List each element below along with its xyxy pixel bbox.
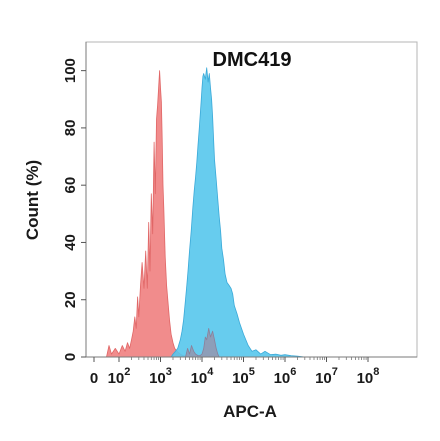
x-tick-label: 105 <box>232 366 255 387</box>
histogram-series-layer <box>106 67 306 358</box>
y-tick-layer: 0 20 40 60 80 100 <box>62 58 86 361</box>
x-tick-label: 108 <box>357 366 380 387</box>
plot-area <box>85 41 418 358</box>
x-tick-label: 0 <box>90 370 98 387</box>
histogram-series-2 <box>170 67 306 358</box>
y-axis-label: Count (%) <box>23 160 42 240</box>
y-tick-label: 40 <box>62 234 79 251</box>
x-tick-label: 107 <box>315 366 338 387</box>
histogram-series-1 <box>106 70 190 358</box>
x-tick-label: 104 <box>191 366 215 387</box>
y-tick-label: 0 <box>62 353 79 361</box>
x-axis-label: APC-A <box>223 402 277 421</box>
y-tick-label: 100 <box>62 58 79 83</box>
histogram-series-3 <box>185 328 220 358</box>
y-tick-label: 20 <box>62 291 79 308</box>
y-tick-label: 60 <box>62 177 79 194</box>
x-tick-layer: 0 102 103 104 105 106 107 108 <box>90 357 380 387</box>
chart-title: DMC419 <box>213 49 292 71</box>
y-tick-label: 80 <box>62 120 79 137</box>
x-tick-label: 106 <box>274 366 297 387</box>
x-tick-label: 102 <box>108 366 131 387</box>
x-tick-label: 103 <box>149 366 172 387</box>
